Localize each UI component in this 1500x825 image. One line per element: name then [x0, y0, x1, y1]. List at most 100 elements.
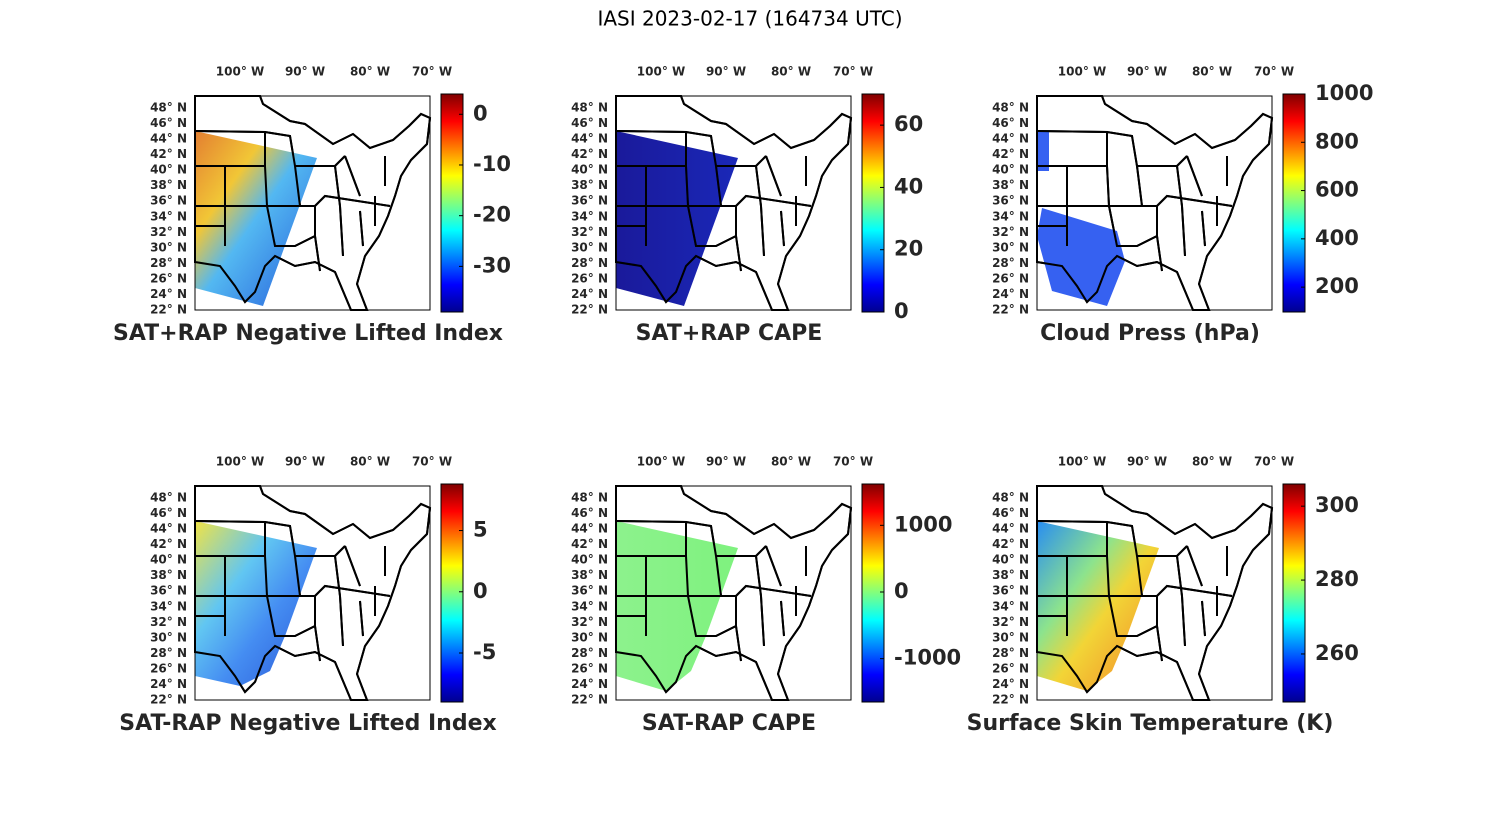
colorbar-tick-label: 800: [1315, 129, 1359, 153]
lat-label: 24° N: [150, 677, 187, 691]
map-panel: [615, 485, 852, 701]
state-borders: [615, 95, 852, 311]
lat-label: 46° N: [150, 506, 187, 520]
lat-label: 22° N: [571, 303, 608, 317]
map-panel: [615, 95, 852, 311]
panel-title: Cloud Press (hPa): [1040, 321, 1260, 346]
lat-label: 46° N: [571, 116, 608, 130]
lon-label: 90° W: [706, 455, 746, 469]
lon-label: 70° W: [1254, 455, 1294, 469]
lat-label: 40° N: [150, 553, 187, 567]
lon-label: 70° W: [833, 455, 873, 469]
lon-label: 100° W: [1058, 455, 1106, 469]
lat-label: 32° N: [150, 225, 187, 239]
colorbar: [1282, 93, 1306, 313]
lat-label: 40° N: [150, 163, 187, 177]
lat-label: 24° N: [992, 677, 1029, 691]
lat-label: 32° N: [150, 615, 187, 629]
colorbar-tick-label: 280: [1315, 567, 1359, 591]
lat-label: 34° N: [571, 209, 608, 223]
lon-label: 90° W: [706, 65, 746, 79]
colorbar: [861, 93, 885, 313]
lon-label: 70° W: [412, 455, 452, 469]
lon-label: 90° W: [285, 455, 325, 469]
lat-label: 36° N: [992, 584, 1029, 598]
lat-label: 36° N: [571, 194, 608, 208]
lat-label: 40° N: [571, 553, 608, 567]
lat-label: 34° N: [150, 599, 187, 613]
colorbar-tick-label: 400: [1315, 226, 1359, 250]
map-panel: [1036, 95, 1273, 311]
lat-label: 26° N: [571, 661, 608, 675]
map-panel: [194, 95, 431, 311]
colorbar-tick-label: 40: [894, 174, 923, 198]
panel-title: SAT+RAP Negative Lifted Index: [113, 321, 503, 346]
colorbar-tick-label: 200: [1315, 274, 1359, 298]
lat-label: 30° N: [992, 630, 1029, 644]
lon-label: 90° W: [1127, 65, 1167, 79]
lat-label: 42° N: [150, 537, 187, 551]
colorbar-tick-label: 20: [894, 237, 923, 261]
lon-label: 100° W: [216, 65, 264, 79]
colorbar-tick-label: -5: [473, 640, 496, 664]
lat-label: 48° N: [992, 101, 1029, 115]
lat-label: 44° N: [571, 522, 608, 536]
map-frame: [194, 95, 431, 311]
lat-label: 28° N: [150, 256, 187, 270]
lat-label: 26° N: [150, 271, 187, 285]
state-borders: [1036, 95, 1273, 311]
lat-label: 28° N: [992, 256, 1029, 270]
lat-label: 38° N: [992, 568, 1029, 582]
lat-label: 28° N: [992, 646, 1029, 660]
lat-label: 22° N: [571, 693, 608, 707]
lon-label: 100° W: [637, 455, 685, 469]
lon-label: 80° W: [771, 65, 811, 79]
lat-label: 26° N: [571, 271, 608, 285]
lat-label: 30° N: [992, 240, 1029, 254]
lat-label: 36° N: [150, 584, 187, 598]
lat-label: 42° N: [992, 147, 1029, 161]
lon-label: 100° W: [637, 65, 685, 79]
lat-label: 40° N: [571, 163, 608, 177]
figure-title: IASI 2023-02-17 (164734 UTC): [597, 7, 902, 31]
lat-label: 30° N: [571, 240, 608, 254]
lat-label: 32° N: [992, 225, 1029, 239]
panel-title: SAT-RAP Negative Lifted Index: [119, 711, 496, 736]
panel-title: Surface Skin Temperature (K): [967, 711, 1334, 736]
lat-label: 24° N: [992, 287, 1029, 301]
lat-label: 48° N: [571, 101, 608, 115]
lat-label: 30° N: [150, 630, 187, 644]
lat-label: 38° N: [571, 568, 608, 582]
lat-label: 46° N: [571, 506, 608, 520]
lat-label: 22° N: [150, 303, 187, 317]
lat-label: 48° N: [150, 101, 187, 115]
lat-label: 38° N: [571, 178, 608, 192]
lon-label: 80° W: [350, 65, 390, 79]
lon-label: 70° W: [412, 65, 452, 79]
lat-label: 22° N: [992, 303, 1029, 317]
lon-label: 70° W: [833, 65, 873, 79]
map-frame: [615, 95, 852, 311]
lat-label: 26° N: [992, 271, 1029, 285]
lat-label: 38° N: [992, 178, 1029, 192]
colorbar-tick-label: -30: [473, 253, 511, 277]
lon-label: 80° W: [350, 455, 390, 469]
lat-label: 32° N: [992, 615, 1029, 629]
lon-label: 80° W: [1192, 455, 1232, 469]
colorbar: [861, 483, 885, 703]
colorbar-tick-label: 0: [894, 579, 909, 603]
colorbar-tick-label: 0: [894, 299, 909, 323]
lat-label: 46° N: [992, 506, 1029, 520]
lat-label: 36° N: [571, 584, 608, 598]
state-borders: [194, 95, 431, 311]
lon-label: 70° W: [1254, 65, 1294, 79]
lat-label: 28° N: [150, 646, 187, 660]
lat-label: 42° N: [150, 147, 187, 161]
lat-label: 34° N: [150, 209, 187, 223]
panel-title: SAT-RAP CAPE: [642, 711, 816, 736]
lat-label: 36° N: [992, 194, 1029, 208]
lat-label: 24° N: [150, 287, 187, 301]
lon-label: 80° W: [1192, 65, 1232, 79]
colorbar-tick-label: 300: [1315, 493, 1359, 517]
